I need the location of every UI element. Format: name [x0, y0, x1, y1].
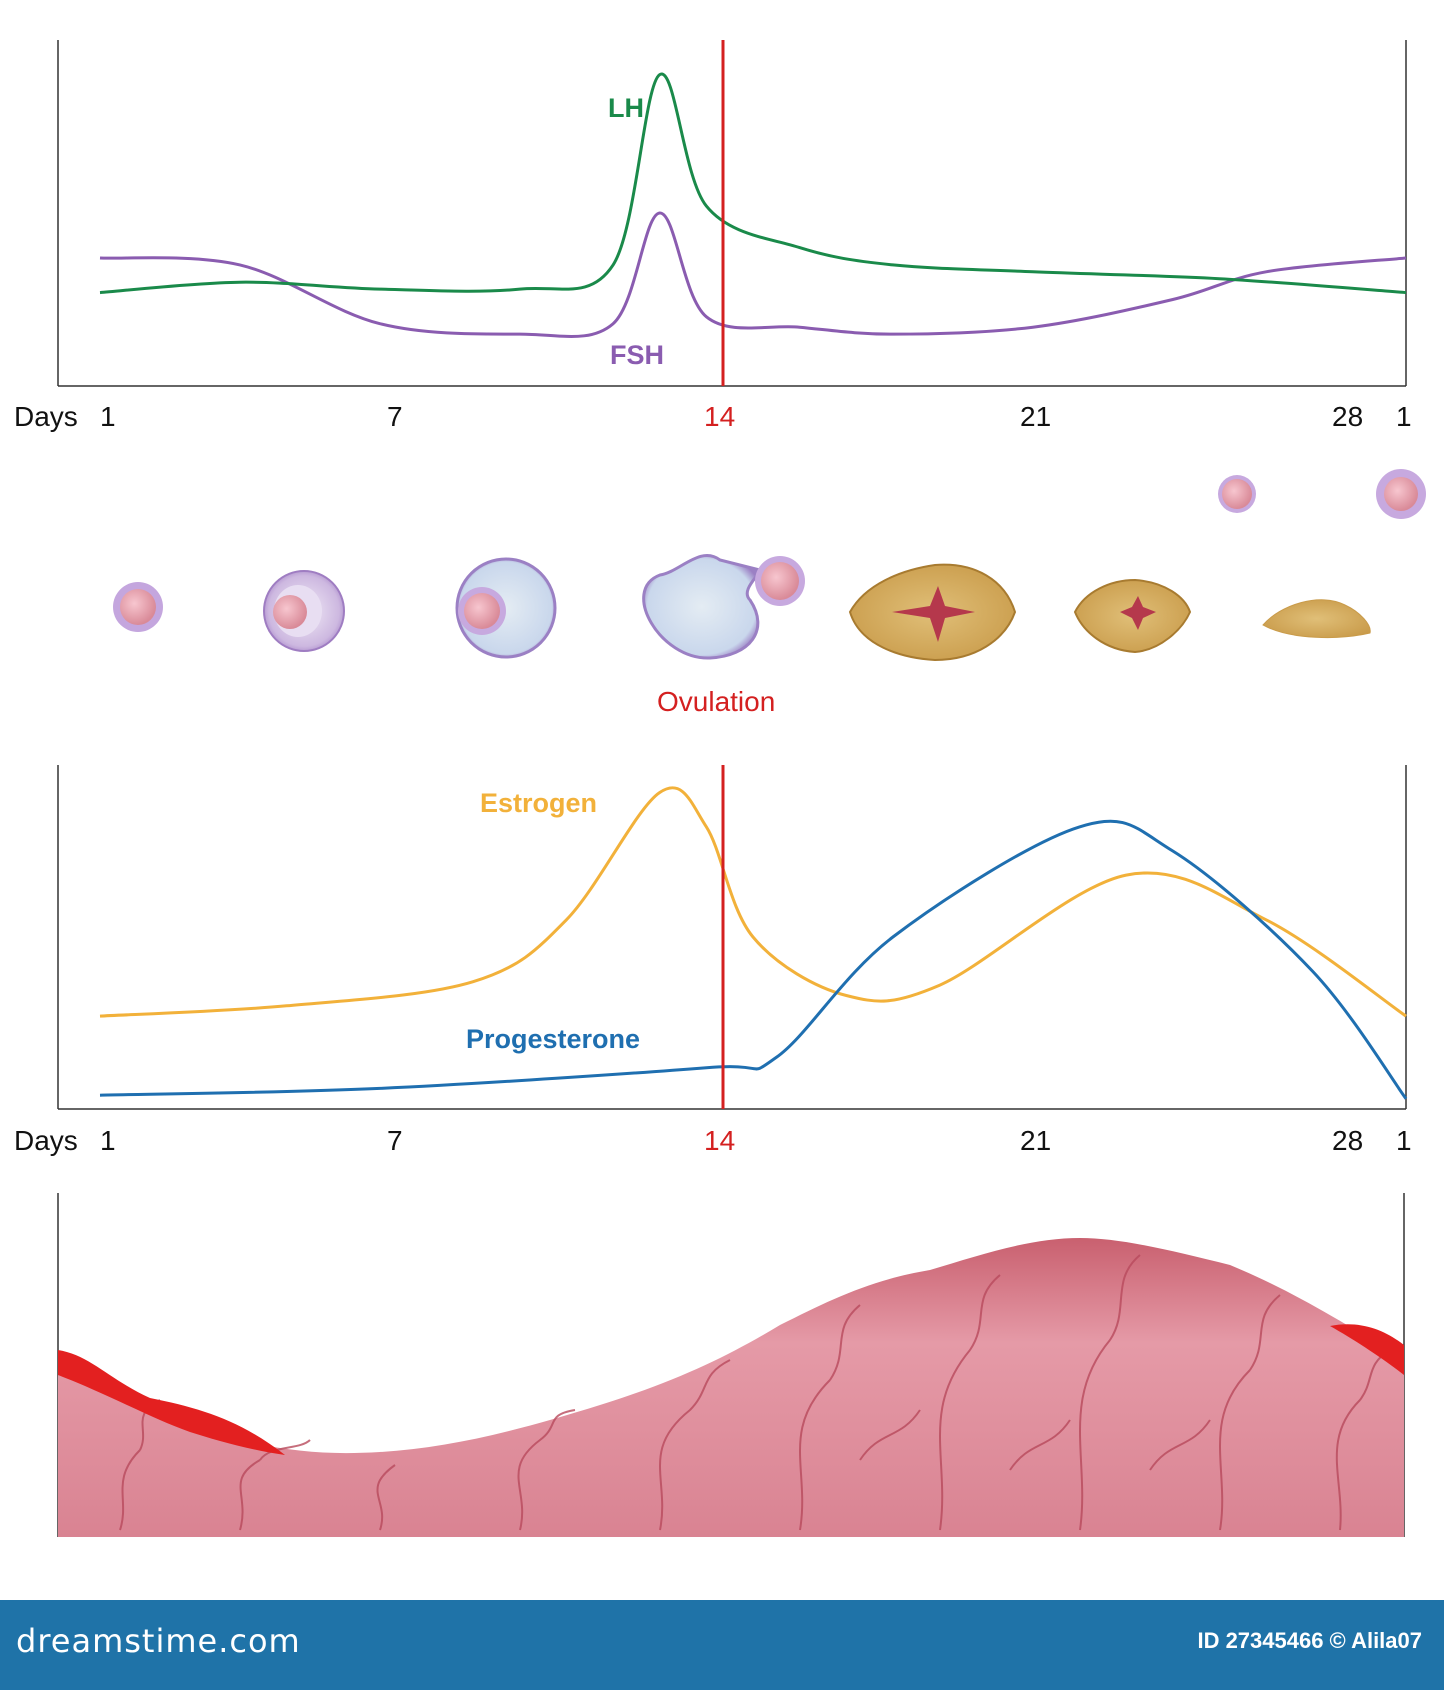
ovarian-stages-illustration: Ovulation — [113, 469, 1426, 717]
estrogen-series-label: Estrogen — [480, 788, 597, 818]
tick-label: 7 — [387, 401, 403, 432]
days-axis-label: Days — [14, 401, 78, 432]
tick-label: 28 — [1332, 401, 1363, 432]
footer-credit: ID 27345466 © Alila07 — [1197, 1628, 1422, 1653]
menstrual-bleeding-left — [58, 1350, 285, 1455]
tick-label-ovulation-day: 14 — [704, 1125, 735, 1156]
footer-logo: dreamstime.com — [16, 1622, 301, 1660]
tick-label: 1 — [1396, 401, 1412, 432]
endometrium-illustration — [57, 1193, 1405, 1537]
tick-label: 21 — [1020, 1125, 1051, 1156]
ovulation-label: Ovulation — [657, 686, 775, 717]
estrogen-series-line — [99, 786, 1407, 1018]
tick-label: 21 — [1020, 401, 1051, 432]
tick-label: 1 — [1396, 1125, 1412, 1156]
mature-follicle-ovulating — [642, 554, 805, 660]
menstrual-bleeding-right — [1330, 1324, 1404, 1375]
day-axis-1: Days 1 7 14 21 28 1 — [14, 401, 1412, 432]
progesterone-series-label: Progesterone — [466, 1024, 640, 1054]
progesterone-series-line — [99, 819, 1408, 1100]
ovarian-hormone-chart: Estrogen Progesterone — [57, 765, 1408, 1110]
primordial-follicle — [113, 582, 163, 632]
released-egg-small — [1218, 475, 1256, 513]
endometrium-lining — [58, 1238, 1404, 1537]
lh-series-label: LH — [608, 93, 644, 123]
tick-label: 1 — [100, 401, 116, 432]
corpus-luteum-regressing — [1073, 578, 1192, 654]
released-egg-large — [1376, 469, 1426, 519]
gonadotropin-chart: LH FSH — [57, 40, 1407, 387]
secondary-follicle — [455, 557, 557, 659]
fsh-series-label: FSH — [610, 340, 664, 370]
tick-label: 1 — [100, 1125, 116, 1156]
tick-label: 7 — [387, 1125, 403, 1156]
corpus-luteum — [848, 563, 1017, 662]
days-axis-label: Days — [14, 1125, 78, 1156]
tick-label-ovulation-day: 14 — [704, 401, 735, 432]
corpus-albicans — [1262, 599, 1371, 638]
fsh-series-line — [99, 211, 1407, 338]
day-axis-2: Days 1 7 14 21 28 1 — [14, 1125, 1412, 1156]
primary-follicle — [263, 570, 345, 652]
footer-banner: dreamstime.com ID 27345466 © Alila07 — [0, 1600, 1444, 1690]
tick-label: 28 — [1332, 1125, 1363, 1156]
lh-series-line — [99, 72, 1407, 295]
